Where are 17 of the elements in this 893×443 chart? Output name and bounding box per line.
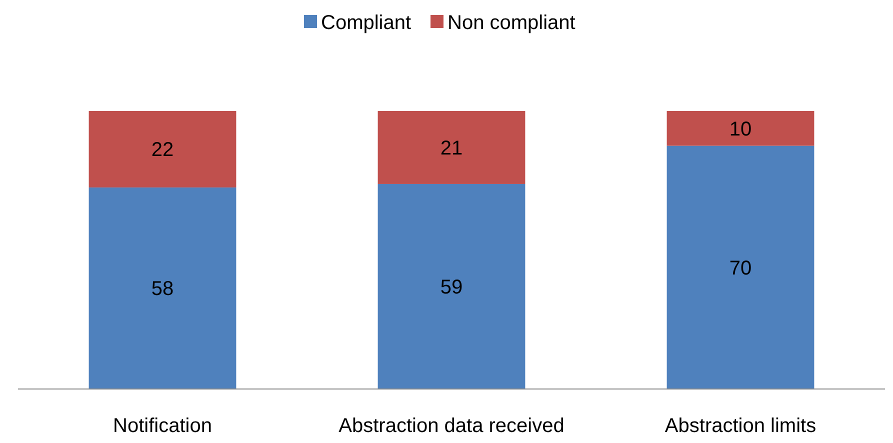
data-label: 10 (729, 118, 752, 140)
bar (88, 187, 236, 389)
bar (88, 111, 236, 188)
x-tick-label: Abstraction limits (664, 415, 816, 437)
x-tick-label: Notification (113, 415, 212, 437)
legend-label: Non compliant (448, 12, 576, 34)
bar (666, 111, 814, 146)
bar (378, 184, 526, 389)
data-label: 58 (151, 278, 174, 300)
data-label: 21 (440, 137, 463, 160)
data-label: 59 (440, 276, 463, 298)
data-label: 22 (151, 139, 174, 162)
bar (666, 146, 814, 389)
data-label: 70 (729, 257, 752, 280)
legend-label: Compliant (321, 12, 412, 34)
x-tick-label: Abstraction data received (338, 415, 564, 437)
bar (378, 111, 526, 184)
